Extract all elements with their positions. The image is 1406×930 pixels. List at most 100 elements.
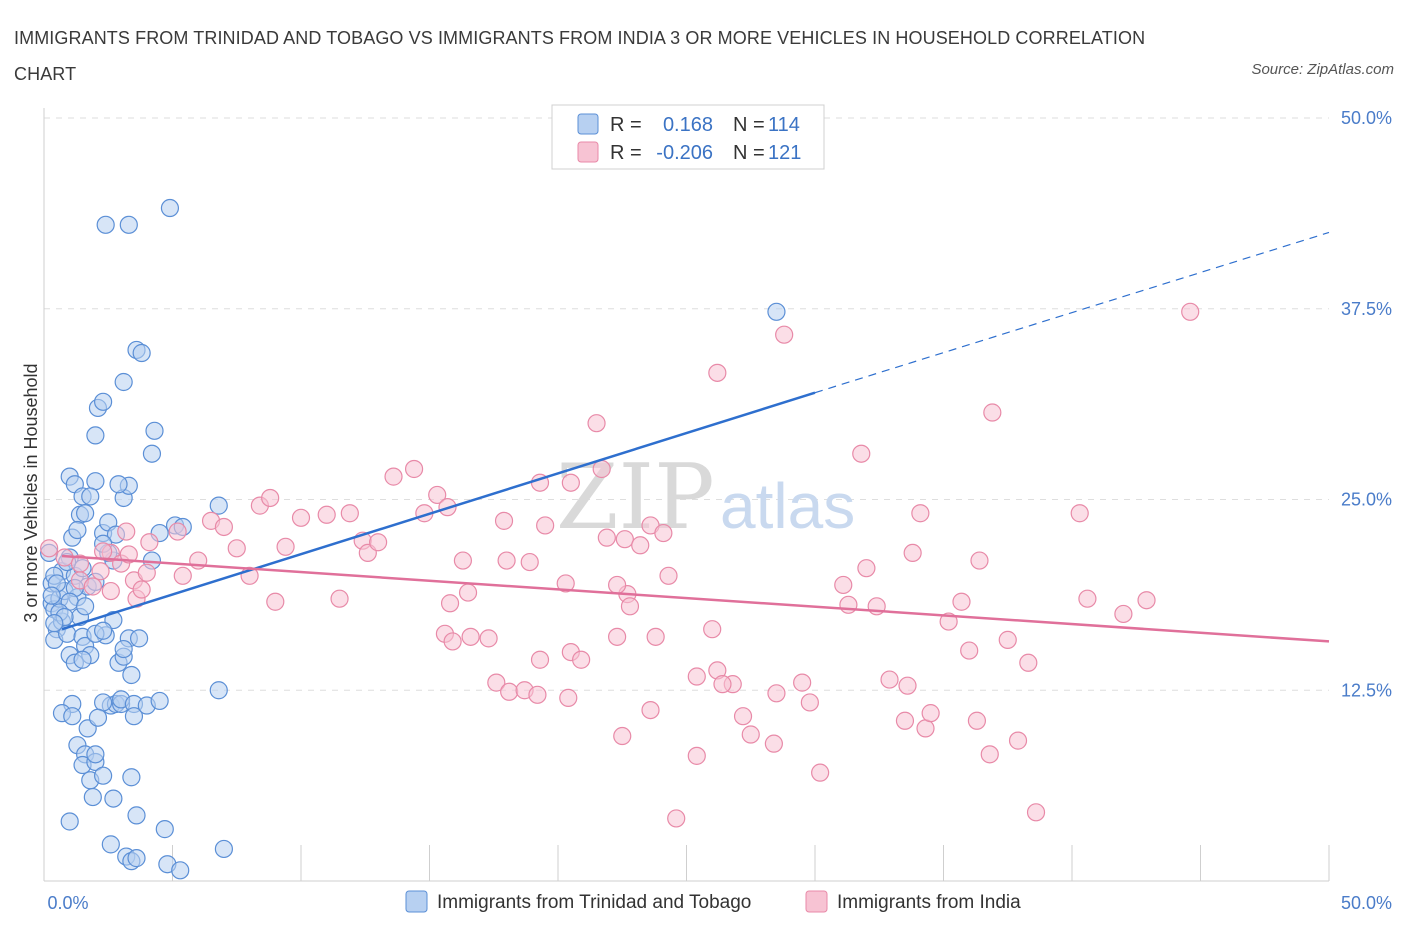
india-point <box>173 566 192 585</box>
watermark-atlas: atlas <box>720 470 855 542</box>
india-point <box>1026 803 1046 822</box>
y-tick-label: 12.5% <box>1341 680 1392 700</box>
series-legend: Immigrants from Trinidad and Tobago Immi… <box>405 890 1021 913</box>
chart-title: IMMIGRANTS FROM TRINIDAD AND TOBAGO VS I… <box>14 28 1146 84</box>
trinidad-point <box>129 629 149 648</box>
india-point <box>227 539 246 558</box>
india-point <box>276 537 295 556</box>
india-point <box>880 670 899 689</box>
india-point <box>497 551 516 570</box>
india-point <box>404 459 424 479</box>
stats-legend: R = 0.168 N = 114 R = -0.206 N = 121 <box>551 104 825 170</box>
watermark: ZIP atlas <box>556 445 855 550</box>
trinidad-point <box>114 639 133 659</box>
india-point <box>317 505 336 524</box>
legend-r-label-1: R = <box>610 114 642 136</box>
india-point <box>903 543 922 563</box>
trinidad-point <box>127 849 146 868</box>
india-point <box>561 473 580 492</box>
trinidad-point <box>94 766 113 785</box>
india-point <box>916 719 935 738</box>
india-point <box>266 592 285 611</box>
india-point <box>793 673 812 692</box>
india-point <box>91 562 110 581</box>
india-point <box>852 444 871 463</box>
trinidad-point <box>104 789 123 808</box>
india-point <box>967 711 987 730</box>
legend-n-value-1: 114 <box>768 114 800 136</box>
india-point <box>703 620 722 639</box>
x-tick-labels: 0.0% 50.0% <box>47 893 1392 913</box>
trinidad-point <box>145 421 164 440</box>
india-point <box>1008 731 1028 750</box>
x-tick-label: 50.0% <box>1341 893 1392 913</box>
trinidad-point <box>214 839 233 859</box>
india-point <box>291 508 311 527</box>
india-point <box>641 700 660 720</box>
trinidad-point <box>142 444 162 463</box>
india-point <box>733 707 753 726</box>
india-point <box>384 467 403 486</box>
india-point <box>911 504 930 523</box>
india-point <box>559 688 578 707</box>
trinidad-point <box>132 343 151 363</box>
india-point <box>214 517 233 537</box>
y-tick-label: 37.5% <box>1341 299 1392 319</box>
india-point <box>132 580 151 599</box>
trinidad-point <box>88 708 108 727</box>
india-point <box>654 523 673 543</box>
india-point <box>83 577 102 596</box>
trinidad-point <box>86 745 105 764</box>
india-point <box>1114 604 1133 624</box>
india-point <box>1137 591 1156 610</box>
india-point <box>646 627 665 646</box>
trinidad-point <box>76 597 95 616</box>
india-point <box>687 667 706 686</box>
india-point <box>261 488 280 508</box>
legend-label-trinidad: Immigrants from Trinidad and Tobago <box>437 892 751 913</box>
india-point <box>767 684 786 703</box>
india-point <box>453 551 473 570</box>
india-point <box>667 809 686 828</box>
india-point <box>898 676 917 695</box>
india-point <box>520 552 539 572</box>
legend-label-india: Immigrants from India <box>837 892 1021 913</box>
y-axis-label: 3 or more Vehicles in Household <box>21 363 41 622</box>
y-tick-label: 50.0% <box>1341 108 1392 128</box>
india-point <box>597 528 616 547</box>
india-point <box>713 675 732 694</box>
india-point <box>708 363 727 382</box>
india-point <box>461 627 480 646</box>
trinidad-point <box>94 621 113 640</box>
trinidad-point <box>122 768 141 787</box>
trinidad-point <box>68 520 87 540</box>
trinidad-point <box>124 707 144 726</box>
india-point <box>137 563 156 582</box>
trinidad-point <box>160 198 180 218</box>
legend-swatch-pink <box>577 141 599 163</box>
source-note: Source: ZipAtlas.com <box>1251 61 1394 78</box>
trinidad-point <box>42 586 61 605</box>
india-point <box>536 516 555 535</box>
india-point <box>101 581 120 601</box>
india-point <box>330 589 349 608</box>
india-point <box>40 539 59 558</box>
india-point <box>952 592 971 611</box>
trinidad-point <box>114 372 133 392</box>
legend-n-label-2: N = <box>733 142 765 164</box>
india-point <box>592 459 611 479</box>
trinidad-point <box>63 707 82 726</box>
india-point <box>970 551 989 570</box>
axes <box>43 108 1330 882</box>
india-point <box>857 559 876 578</box>
india-point <box>443 632 462 651</box>
india-point <box>1070 504 1089 523</box>
watermark-zip: ZIP <box>556 445 715 550</box>
india-point <box>369 533 388 552</box>
india-point <box>834 575 853 595</box>
trinidad-point <box>209 681 228 700</box>
india-point <box>960 641 979 660</box>
y-tick-labels: 12.5% 25.0% 37.5% 50.0% <box>1341 108 1392 700</box>
india-point <box>659 566 678 585</box>
